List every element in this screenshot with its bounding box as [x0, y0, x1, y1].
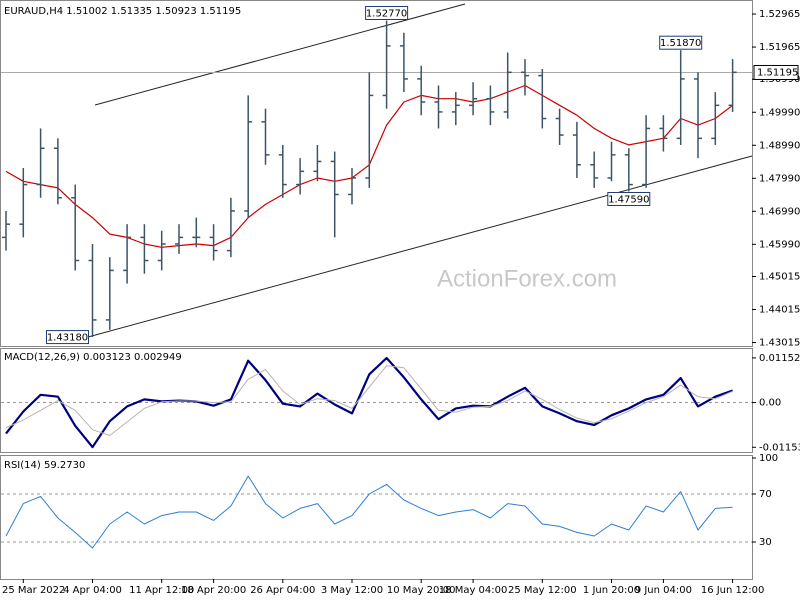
annotation-box	[607, 191, 651, 206]
annotation-box	[46, 330, 89, 345]
annotation-box	[365, 5, 409, 20]
x-tick-label: 16 Jun 12:00	[701, 585, 765, 596]
y-tick-label: 1.47990	[759, 173, 800, 184]
x-tick-label: 25 Mar 2022	[2, 585, 65, 596]
annotation-label: 1.47590	[608, 194, 649, 205]
current-price-box	[753, 64, 799, 80]
x-tick-label: 3 May 12:00	[321, 585, 383, 596]
x-tick-label: 18 Apr 20:00	[181, 585, 246, 596]
y-tick-label: 100	[759, 453, 778, 464]
channel-lower	[87, 155, 753, 338]
x-tick-label: 25 May 12:00	[508, 585, 577, 596]
x-tick-label: 26 Apr 04:00	[250, 585, 315, 596]
y-tick-label: 0.011524	[759, 353, 800, 364]
y-tick-label: 1.48990	[759, 140, 800, 151]
y-tick-label: 1.46990	[759, 206, 800, 217]
indicator-line	[5, 475, 733, 549]
y-tick-label: 1.43015	[759, 338, 800, 349]
x-tick-label: 4 Apr 04:00	[63, 585, 122, 596]
y-tick-label: 1.45015	[759, 271, 800, 282]
x-tick-label: 9 Jun 04:00	[635, 585, 692, 596]
y-tick-label: 0.00	[759, 398, 781, 409]
channel-upper	[94, 3, 466, 106]
x-tick-label: 18 May 04:00	[439, 585, 508, 596]
y-tick-label: 1.45990	[759, 239, 800, 250]
y-tick-label: 30	[759, 537, 772, 548]
y-tick-label: 1.44015	[759, 305, 800, 316]
rsi-title: RSI(14) 59.2730	[4, 460, 85, 471]
y-tick-label: 70	[759, 489, 772, 500]
macd-title: MACD(12,26,9) 0.003123 0.002949	[4, 352, 182, 363]
indicator-line	[5, 365, 733, 436]
y-tick-label: 1.49990	[759, 107, 800, 118]
y-tick-label: 1.52965	[759, 9, 800, 20]
y-tick-label: 1.51965	[759, 42, 800, 53]
indicator-line	[5, 356, 733, 449]
annotation-box	[659, 35, 703, 50]
rsi-panel	[0, 455, 753, 580]
annotation-label: 1.43180	[47, 333, 88, 344]
watermark: ActionForex.com	[437, 265, 617, 292]
price-title: EURAUD,H4 1.51002 1.51335 1.50923 1.5119…	[4, 6, 241, 17]
x-tick-label: 11 Apr 12:00	[129, 585, 194, 596]
current-price-label: 1.51195	[757, 67, 798, 78]
annotation-label: 1.52770	[366, 8, 407, 19]
x-tick-label: 1 Jun 20:00	[583, 585, 640, 596]
y-tick-label: -0.011537	[759, 442, 800, 453]
annotation-label: 1.51870	[660, 38, 701, 49]
price-panel	[0, 0, 753, 347]
macd-panel	[0, 348, 753, 453]
x-tick-label: 10 May 20:00	[387, 585, 456, 596]
